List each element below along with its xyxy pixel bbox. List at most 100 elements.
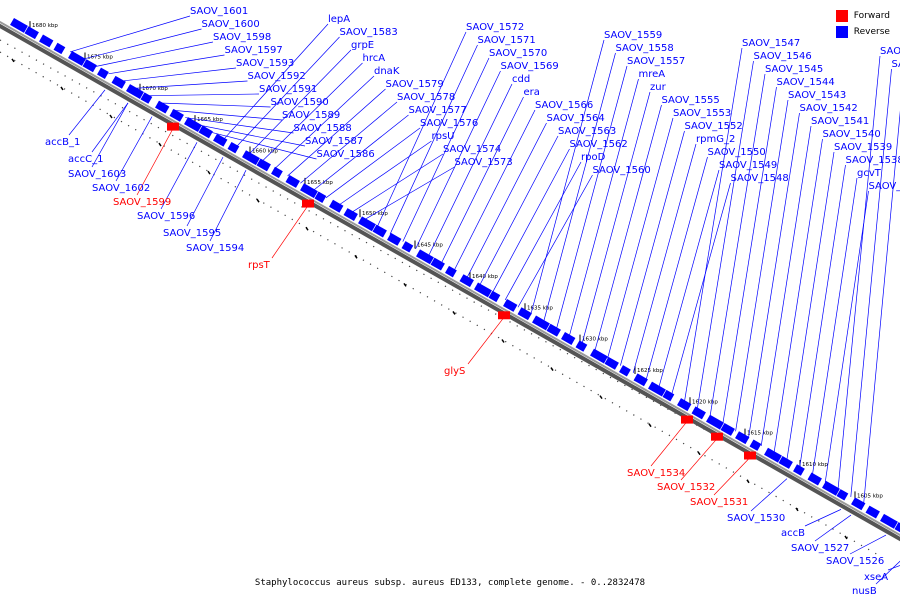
gene-label: SAOV_1530 (727, 513, 785, 524)
leader-line (236, 36, 340, 147)
leader-line (492, 148, 570, 293)
leader-line (799, 164, 846, 468)
gene-label: rpsU (432, 131, 455, 142)
reverse-gene-box (372, 224, 387, 238)
leader-line (650, 421, 688, 467)
reverse-gene-box (575, 340, 588, 352)
leader-line (261, 62, 363, 162)
leader-line (684, 47, 743, 403)
reverse-gene-box (488, 290, 501, 303)
gene-label: SAOV_1603 (68, 169, 126, 180)
leader-line (271, 205, 309, 259)
leader-line (287, 88, 386, 177)
guide-dash (697, 451, 701, 456)
guide-dash (501, 339, 505, 343)
leader-line (804, 509, 842, 527)
guide-dash (599, 395, 603, 400)
leader-line (875, 560, 900, 585)
gene-label: SAOV_1555 (662, 95, 720, 106)
tick-label: 1625 kbp (637, 368, 663, 374)
leader-line (837, 55, 881, 490)
gene-label: SAOV_1547 (742, 38, 800, 49)
leader-line (748, 112, 800, 439)
reverse-gene-box (285, 175, 300, 188)
leader-line (850, 68, 892, 497)
gene-label: SAOV_1532 (657, 482, 715, 493)
gene-label: SAOV_1596 (137, 211, 195, 222)
leader-line (159, 102, 271, 108)
leader-line (645, 156, 708, 381)
gene-label: SAOV_1553 (673, 108, 731, 119)
leader-line (91, 102, 129, 153)
reverse-gene-box (314, 191, 327, 203)
leader-line (248, 49, 352, 155)
leader-line (594, 104, 662, 352)
forward-gene-box (302, 199, 314, 208)
reverse-gene-box (430, 257, 445, 271)
gene-label: SAOV_1557 (627, 56, 685, 67)
reverse-gene-box (39, 34, 54, 48)
reverse-gene-box (10, 17, 28, 33)
reverse-gene-box (590, 348, 608, 364)
reverse-gene-box (358, 216, 376, 232)
gene-label: SAOV_1577 (409, 105, 467, 116)
gene-label: SAOV_1600 (202, 19, 260, 30)
reverse-gene-box (343, 208, 358, 221)
gene-label: SAOV_1570 (489, 48, 547, 59)
reverse-gene-box (503, 298, 518, 312)
leader-line (402, 57, 490, 242)
reverse-gene-box (706, 414, 724, 430)
reverse-gene-box (749, 439, 762, 451)
reverse-gene-box (271, 166, 283, 179)
tick-label: 1680 kbp (32, 23, 58, 29)
forward-gene-box (744, 451, 756, 460)
gene-label: dnaK (374, 66, 400, 77)
leader-line (69, 15, 191, 53)
reverse-gene-box (735, 431, 750, 445)
leader-line (466, 122, 547, 279)
reverse-gene-box (836, 489, 849, 501)
reverse-gene-box (459, 274, 474, 288)
tick-label: 1620 kbp (692, 399, 718, 405)
gene-label: lepA (328, 14, 350, 25)
guide-near (0, 39, 891, 533)
leader-line (440, 96, 524, 264)
leader-line (530, 39, 605, 315)
guide-dash (746, 479, 750, 484)
gene-label: SAOV_1538 (846, 155, 900, 166)
leader-line (620, 130, 685, 366)
reverse-gene-box (445, 265, 457, 278)
forward-gene-box (167, 122, 179, 131)
guide-dash (109, 114, 113, 119)
leader-line (121, 67, 237, 82)
guide-dash (207, 170, 211, 175)
gene-label: SAOV_1566 (535, 100, 593, 111)
leader-line (376, 31, 467, 228)
leader-line (223, 23, 329, 140)
gene-label: SAOV_1549 (719, 160, 777, 171)
leader-line (172, 109, 283, 121)
gene-label: SAOV_1569 (501, 61, 559, 72)
gene-label: accC_1 (68, 154, 103, 165)
gene-label: SAOV_1533 (892, 59, 900, 70)
gene-features (10, 17, 900, 536)
leader-line (197, 124, 306, 147)
leader-line (185, 117, 294, 134)
leader-line (709, 73, 766, 417)
leader-line (364, 166, 455, 221)
leader-line (146, 93, 260, 97)
reverse-gene-box (329, 199, 344, 213)
gene-label: SAOV_1542 (800, 103, 858, 114)
gene-label: accB (781, 528, 805, 539)
legend-forward-label: Forward (853, 11, 890, 21)
gene-label: SAOV_1588 (294, 123, 352, 134)
tick-label: 1645 kbp (417, 243, 443, 249)
gene-label: SAOV_1545 (765, 64, 823, 75)
gene-label: SAOV_1590 (271, 97, 329, 108)
gene-label: SAOV_1576 (420, 118, 478, 129)
leader-line (632, 143, 697, 374)
gene-label: SAOV_1599 (113, 197, 171, 208)
reverse-gene-box (691, 406, 706, 420)
gene-label: SAOV_1559 (604, 30, 662, 41)
